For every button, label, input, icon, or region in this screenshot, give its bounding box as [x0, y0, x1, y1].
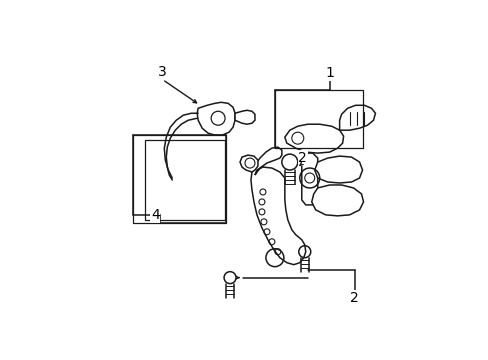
Polygon shape: [311, 185, 363, 216]
Text: 2: 2: [349, 291, 358, 305]
Polygon shape: [145, 140, 224, 220]
Text: 3: 3: [158, 66, 166, 80]
Polygon shape: [314, 156, 362, 183]
Polygon shape: [285, 124, 343, 153]
Polygon shape: [240, 155, 258, 172]
Text: 4: 4: [151, 208, 160, 222]
Text: 2: 2: [298, 151, 306, 165]
Polygon shape: [235, 110, 254, 124]
Polygon shape: [250, 147, 305, 265]
Polygon shape: [197, 102, 235, 135]
Text: 1: 1: [325, 66, 333, 80]
Polygon shape: [301, 153, 317, 205]
Polygon shape: [339, 105, 375, 130]
